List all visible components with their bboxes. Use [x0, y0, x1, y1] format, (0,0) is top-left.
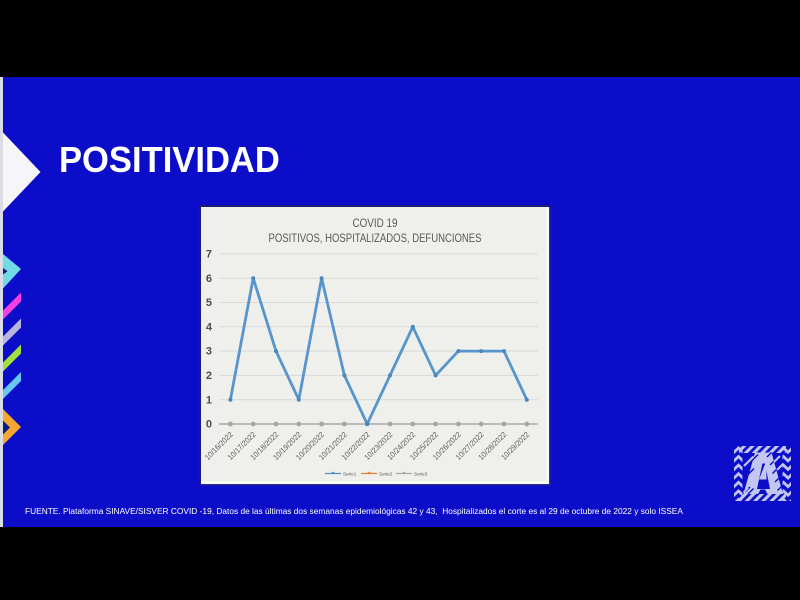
svg-text:Serie3: Serie3 [414, 471, 428, 476]
svg-text:5: 5 [206, 297, 212, 309]
svg-text:2: 2 [206, 370, 212, 382]
svg-text:3: 3 [206, 346, 212, 358]
svg-text:Serie1: Serie1 [343, 471, 357, 476]
svg-text:POSITIVOS, HOSPITALIZADOS, DEF: POSITIVOS, HOSPITALIZADOS, DEFUNCIONES [269, 231, 482, 245]
svg-text:1: 1 [206, 394, 212, 406]
svg-text:6: 6 [206, 273, 212, 285]
svg-text:COVID 19: COVID 19 [353, 216, 398, 230]
svg-text:7: 7 [206, 249, 212, 261]
svg-text:Serie2: Serie2 [379, 471, 393, 476]
svg-text:0: 0 [206, 419, 212, 431]
svg-text:4: 4 [206, 321, 213, 333]
